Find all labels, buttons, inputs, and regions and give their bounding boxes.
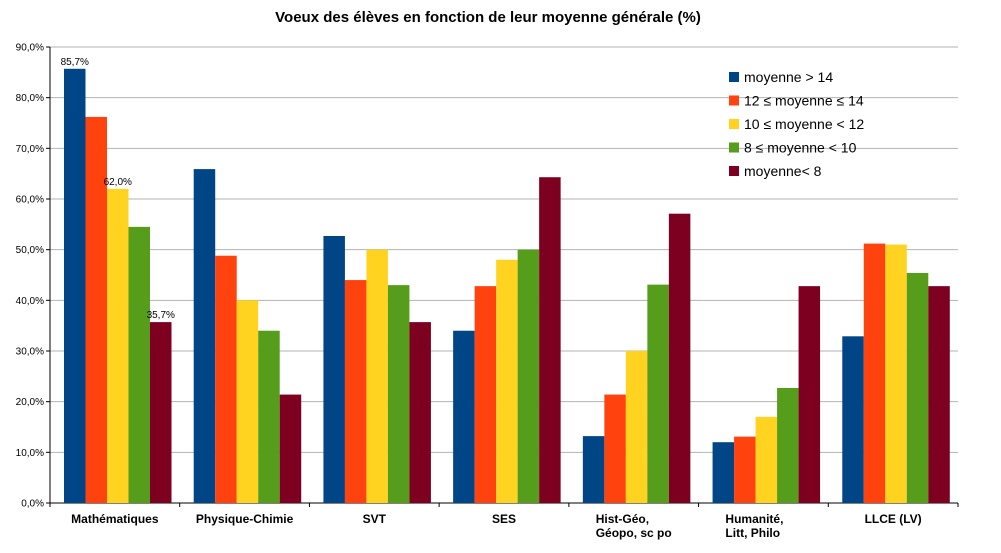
- bar: [842, 336, 864, 503]
- bar: [496, 259, 518, 503]
- category-label: Physique-Chimie: [196, 512, 294, 526]
- bar: [107, 188, 129, 503]
- bar: [193, 169, 216, 503]
- bar: [128, 226, 150, 503]
- bar: [863, 243, 886, 503]
- y-axis: 0,0% 10,0% 20,0% 30,0% 40,0% 50,0% 60,0% 70,0% 8…: [16, 43, 51, 510]
- bar: [712, 442, 735, 503]
- bar: [517, 249, 540, 503]
- category-label: Mathématiques: [71, 512, 159, 526]
- data-label: 35,7%: [147, 310, 175, 321]
- bar: [258, 330, 280, 503]
- bar: [885, 244, 907, 503]
- legend-label: moyenne< 8: [744, 163, 822, 179]
- bar: [344, 280, 367, 503]
- y-tick-label: 90,0%: [16, 43, 44, 54]
- legend-label: 10 ≤ moyenne < 12: [744, 116, 864, 132]
- legend-swatch: [729, 119, 739, 129]
- y-tick-label: 0,0%: [21, 499, 44, 510]
- bar: [64, 68, 86, 503]
- y-tick-label: 80,0%: [16, 93, 44, 104]
- y-tick-label: 70,0%: [16, 144, 44, 155]
- y-tick-label: 30,0%: [16, 347, 44, 358]
- bar: [387, 285, 410, 503]
- bar: [734, 436, 756, 503]
- category-label: SVT: [363, 512, 387, 526]
- bar: [215, 255, 237, 503]
- y-tick-label: 20,0%: [16, 397, 44, 408]
- category-label: SES: [492, 512, 516, 526]
- bar: [777, 387, 799, 503]
- legend: moyenne > 14 12 ≤ moyenne ≤ 14 10 ≤ moyenn…: [729, 69, 864, 179]
- bar: [236, 300, 259, 503]
- category-label: Géopo, sc po: [596, 526, 672, 540]
- y-tick-label: 50,0%: [16, 245, 44, 256]
- data-label: 85,7%: [61, 57, 89, 68]
- bar: [755, 416, 778, 503]
- bar: [474, 286, 497, 503]
- legend-swatch: [729, 95, 739, 106]
- x-axis: Mathématiques Physique-Chimie SVT SES Hist-G…: [49, 503, 959, 540]
- bar: [323, 235, 345, 503]
- legend-label: 8 ≤ moyenne < 10: [744, 140, 857, 156]
- legend-swatch: [729, 142, 739, 153]
- bar: [150, 322, 172, 503]
- bar: [928, 286, 950, 503]
- bar: [582, 436, 605, 503]
- category-label: Litt, Philo: [725, 526, 780, 540]
- bar: [453, 330, 475, 503]
- bar: [647, 284, 669, 503]
- bar: [668, 213, 691, 503]
- bar: [798, 286, 821, 503]
- legend-label: moyenne > 14: [744, 69, 833, 85]
- y-tick-label: 60,0%: [16, 195, 44, 206]
- data-labels: 85,7% 62,0% 35,7%: [61, 57, 175, 321]
- y-tick-label: 10,0%: [16, 448, 44, 459]
- y-tick-label: 40,0%: [16, 296, 44, 307]
- legend-label: 12 ≤ moyenne ≤ 14: [744, 93, 864, 109]
- bars: [64, 68, 950, 504]
- category-label: Humanité,: [725, 512, 783, 526]
- data-label: 62,0%: [104, 177, 132, 188]
- category-label: Hist-Géo,: [596, 512, 649, 526]
- bar: [539, 177, 561, 504]
- bar: [279, 394, 302, 503]
- bar: [906, 272, 929, 503]
- bar: [366, 249, 388, 503]
- legend-swatch: [729, 166, 739, 176]
- bar: [409, 322, 431, 503]
- chart-title: Voeux des élèves en fonction de leur moy…: [275, 9, 701, 26]
- bar: [85, 116, 107, 504]
- category-label: LLCE (LV): [865, 512, 922, 526]
- legend-swatch: [729, 72, 739, 82]
- bar: [604, 394, 626, 503]
- bar: [625, 351, 648, 503]
